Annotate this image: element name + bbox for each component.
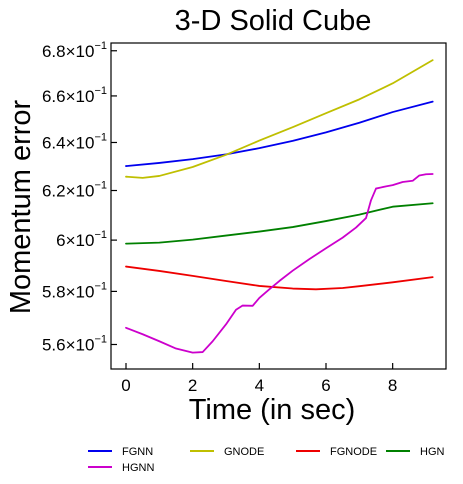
y-axis-label: Momentum error xyxy=(5,99,37,314)
legend-label: FGNN xyxy=(122,446,153,458)
y-tick-label: 6.6×10−1 xyxy=(42,85,107,106)
legend-label: GNODE xyxy=(224,446,264,458)
y-tick-label: 5.8×10−1 xyxy=(42,280,107,301)
x-tick-label: 8 xyxy=(388,376,397,395)
series-line-hgnn xyxy=(125,173,434,354)
legend-item-gnode: GNODE xyxy=(190,446,264,458)
legend-label: FGNODE xyxy=(330,446,377,458)
legend-label: HGN xyxy=(420,446,445,458)
series-line-fgnode xyxy=(125,265,434,291)
legend: FGNN GNODE FGNODE HGN HGNN xyxy=(88,446,445,474)
series-line-hgn xyxy=(125,202,434,245)
x-tick-label: 6 xyxy=(321,376,330,395)
x-tick-label: 4 xyxy=(255,376,264,395)
x-tick-label: 2 xyxy=(188,376,197,395)
y-axis-ticks: 5.6×10−1 5.8×10−1 6×10−1 6.2×10−1 6.4×10−1 6.… xyxy=(42,40,117,354)
y-tick-label: 6×10−1 xyxy=(56,229,107,250)
series-line-gnode xyxy=(125,59,434,179)
x-axis-label: Time (in sec) xyxy=(189,394,356,426)
legend-label: HGNN xyxy=(122,462,154,474)
plot-area-frame xyxy=(110,42,447,370)
y-tick-label: 6.8×10−1 xyxy=(42,40,107,61)
y-tick-label: 6.2×10−1 xyxy=(42,180,107,201)
x-tick-label: 0 xyxy=(121,376,130,395)
y-tick-label: 6.4×10−1 xyxy=(42,131,107,152)
legend-item-hgn: HGN xyxy=(386,446,445,458)
legend-item-fgnn: FGNN xyxy=(88,446,153,458)
plot-lines xyxy=(125,59,434,354)
series-line-fgnn xyxy=(125,100,434,167)
legend-item-fgnode: FGNODE xyxy=(296,446,377,458)
legend-item-hgnn: HGNN xyxy=(88,462,154,474)
chart-title: 3-D Solid Cube xyxy=(175,5,372,37)
x-axis-ticks: 0 2 4 6 8 xyxy=(121,363,397,395)
y-tick-label: 5.6×10−1 xyxy=(42,333,107,354)
